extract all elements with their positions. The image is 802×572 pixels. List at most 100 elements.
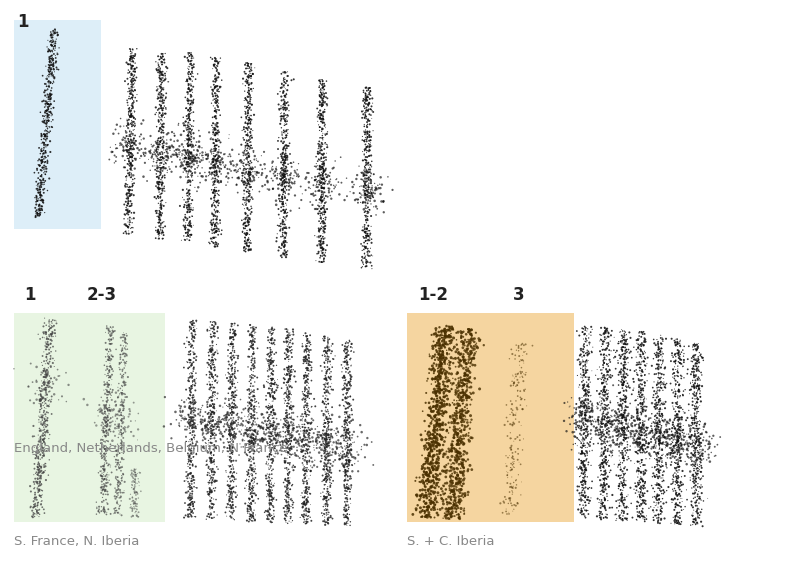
Point bbox=[314, 225, 326, 235]
Point bbox=[204, 368, 217, 378]
Point bbox=[608, 438, 621, 447]
Point bbox=[184, 48, 197, 57]
Point bbox=[285, 183, 298, 192]
Point bbox=[463, 352, 476, 362]
Point bbox=[613, 432, 626, 442]
Point bbox=[605, 442, 618, 451]
Point bbox=[448, 492, 460, 501]
Point bbox=[415, 512, 428, 521]
Point bbox=[277, 105, 290, 114]
Point bbox=[123, 115, 136, 124]
Point bbox=[242, 468, 255, 477]
Point bbox=[225, 321, 238, 331]
Point bbox=[263, 366, 276, 375]
Point bbox=[99, 437, 111, 446]
Point bbox=[34, 181, 47, 190]
Point bbox=[29, 474, 42, 483]
Point bbox=[211, 86, 224, 96]
Point bbox=[256, 434, 269, 443]
Point bbox=[278, 91, 291, 100]
Point bbox=[702, 445, 715, 454]
Point bbox=[237, 416, 249, 426]
Point bbox=[690, 456, 703, 465]
Point bbox=[575, 423, 588, 432]
Point bbox=[621, 335, 634, 344]
Point bbox=[128, 208, 140, 217]
Point bbox=[209, 82, 222, 92]
Point bbox=[323, 364, 336, 374]
Point bbox=[226, 375, 239, 384]
Point bbox=[507, 418, 520, 427]
Point bbox=[461, 371, 474, 380]
Point bbox=[666, 477, 679, 486]
Point bbox=[596, 379, 609, 388]
Point bbox=[239, 145, 252, 154]
Point bbox=[279, 223, 292, 232]
Point bbox=[314, 232, 327, 241]
Point bbox=[691, 422, 703, 431]
Point bbox=[156, 78, 168, 87]
Point bbox=[669, 424, 682, 433]
Point bbox=[651, 418, 664, 427]
Point bbox=[369, 183, 382, 192]
Point bbox=[126, 93, 139, 102]
Point bbox=[691, 438, 703, 447]
Point bbox=[101, 487, 114, 496]
Point bbox=[425, 482, 438, 491]
Point bbox=[574, 372, 587, 382]
Point bbox=[353, 182, 366, 191]
Point bbox=[248, 478, 261, 487]
Point bbox=[635, 455, 648, 464]
Point bbox=[616, 424, 629, 433]
Point bbox=[253, 187, 265, 196]
Point bbox=[276, 149, 289, 158]
Point bbox=[278, 365, 291, 374]
Point bbox=[277, 75, 290, 84]
Point bbox=[690, 501, 703, 510]
Point bbox=[650, 450, 662, 459]
Point bbox=[618, 444, 630, 454]
Point bbox=[182, 97, 195, 106]
Point bbox=[237, 166, 250, 175]
Point bbox=[107, 327, 120, 336]
Point bbox=[347, 180, 360, 189]
Point bbox=[448, 453, 461, 462]
Point bbox=[343, 428, 356, 437]
Point bbox=[182, 350, 195, 359]
Point bbox=[599, 443, 612, 452]
Point bbox=[180, 160, 192, 169]
Point bbox=[585, 412, 598, 422]
Point bbox=[657, 486, 670, 495]
Point bbox=[42, 36, 55, 45]
Point bbox=[116, 437, 129, 446]
Point bbox=[184, 99, 197, 108]
Point bbox=[280, 334, 293, 343]
Point bbox=[314, 100, 326, 109]
Point bbox=[359, 190, 372, 199]
Point bbox=[209, 124, 221, 133]
Point bbox=[460, 359, 472, 368]
Point bbox=[186, 471, 199, 480]
Point bbox=[279, 141, 292, 150]
Point bbox=[429, 422, 442, 431]
Point bbox=[579, 369, 592, 378]
Point bbox=[612, 419, 625, 428]
Point bbox=[322, 383, 334, 392]
Point bbox=[241, 153, 253, 162]
Point bbox=[363, 236, 376, 245]
Point bbox=[165, 157, 178, 166]
Point bbox=[205, 473, 217, 482]
Point bbox=[578, 422, 591, 431]
Point bbox=[156, 116, 168, 125]
Point bbox=[318, 384, 330, 394]
Point bbox=[239, 118, 252, 127]
Point bbox=[228, 393, 241, 402]
Point bbox=[620, 382, 633, 391]
Point bbox=[243, 438, 256, 447]
Point bbox=[324, 466, 337, 475]
Point bbox=[104, 332, 117, 341]
Point bbox=[227, 464, 240, 474]
Point bbox=[148, 150, 161, 159]
Point bbox=[455, 337, 468, 347]
Point bbox=[423, 434, 436, 443]
